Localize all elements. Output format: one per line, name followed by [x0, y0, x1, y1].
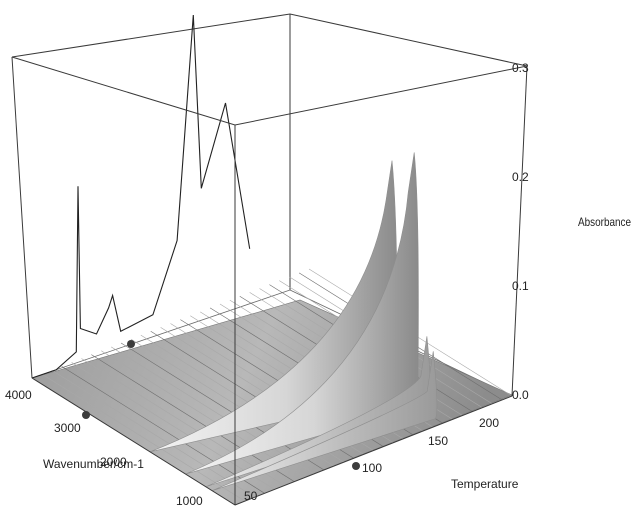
wavenumber-tick-labels: 4000 3000 2000 1000 [5, 388, 203, 508]
y-axis-label: Temperature [451, 477, 519, 491]
floor-line [101, 350, 305, 479]
floor-line [81, 358, 285, 486]
floor-line [91, 354, 295, 482]
temperature-tick: 200 [479, 416, 499, 430]
x-axis-label: Wavenumber/cm-1 [43, 457, 144, 471]
wavenumber-tick: 3000 [54, 421, 81, 435]
box-front-frame [11, 56, 528, 506]
floor-line [61, 366, 265, 494]
marker-temperature-axis [352, 462, 360, 470]
temperature-tick: 150 [428, 434, 448, 448]
marker-floor-edge [127, 340, 135, 348]
projected-spectrum-line [31, 14, 251, 379]
absorbance-tick: 0.3 [512, 61, 529, 75]
z-axis-label: Absorbance [578, 215, 631, 229]
temperature-tick: 50 [244, 489, 258, 503]
wavenumber-tick: 1000 [176, 494, 203, 508]
temperature-tick: 100 [362, 461, 382, 475]
floor-line [51, 369, 255, 498]
wavenumber-tick: 2000 [100, 455, 127, 469]
floor-line [41, 373, 246, 502]
absorbance-tick: 0.2 [512, 170, 529, 184]
temperature-tick-labels: 50 100 150 200 [244, 416, 499, 503]
surface-peaks [149, 152, 438, 491]
floor-line [71, 362, 275, 490]
surface-peak [212, 351, 438, 491]
box-back-frame [11, 13, 528, 379]
absorbance-tick-labels: 0.0 0.1 0.2 0.3 [512, 61, 529, 402]
surface-peak [185, 152, 419, 475]
absorbance-tick: 0.0 [512, 388, 529, 402]
wavenumber-tick: 4000 [5, 388, 32, 402]
absorbance-tick: 0.1 [512, 279, 529, 293]
floor-line [120, 342, 325, 471]
floor-line [110, 346, 315, 475]
